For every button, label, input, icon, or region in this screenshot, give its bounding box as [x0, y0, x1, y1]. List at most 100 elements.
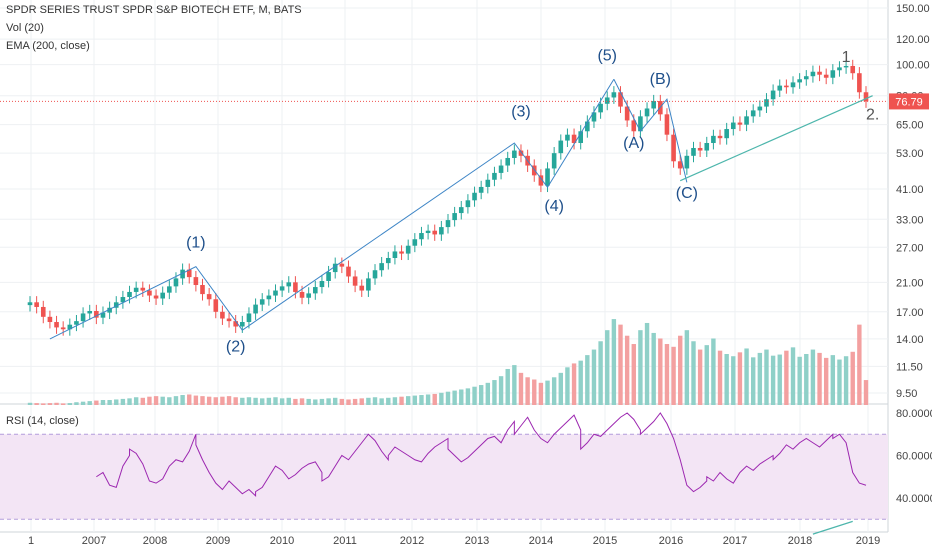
candle-body [352, 276, 358, 286]
candle-body [220, 311, 225, 319]
volume-bar [618, 324, 623, 405]
price-tick-label: 53.00 [896, 148, 924, 160]
volume-bar [777, 354, 782, 405]
wave-label: (3) [511, 103, 531, 120]
volume-bar [114, 399, 119, 405]
candle-body [717, 135, 723, 139]
candle-body [379, 263, 384, 271]
volume-bar [412, 395, 418, 405]
volume-bar [187, 394, 192, 405]
volume-bar [127, 398, 132, 405]
time-tick-label: 2007 [82, 535, 106, 547]
volume-bar [472, 386, 477, 405]
price-tick-label: 17.00 [896, 307, 924, 319]
volume-bars [27, 319, 869, 405]
price-tick-label: 120.00 [896, 34, 930, 46]
volume-bar [505, 368, 510, 405]
volume-bar [532, 379, 537, 405]
volume-bar [863, 380, 869, 405]
volume-bar [54, 402, 59, 405]
volume-bar [153, 396, 159, 405]
volume-bar [67, 403, 73, 405]
volume-bar [180, 395, 185, 405]
candle-body [551, 153, 557, 169]
candle-body [624, 106, 630, 121]
candle-body [372, 270, 378, 279]
candle-body [286, 282, 292, 287]
candle-body [405, 245, 411, 254]
volume-bar [399, 396, 404, 405]
candle-body [863, 92, 869, 102]
candle-body [226, 318, 232, 322]
candle-body [279, 286, 285, 291]
candle-body [644, 108, 650, 117]
wave-labels: (1) (2) (3) (4) (5) (A) (B) (C) 1 2. [186, 47, 879, 355]
candle-body [810, 71, 816, 77]
candle-body [412, 239, 418, 246]
candle-body [253, 304, 258, 314]
volume-bar [684, 330, 690, 405]
volume-bar [611, 319, 617, 405]
candle-body [40, 306, 46, 317]
candle-body [591, 112, 597, 122]
axes: 150.00120.00100.0080.0065.0053.0041.0033… [28, 3, 932, 547]
volume-bar [797, 356, 802, 405]
candle-body [385, 257, 391, 264]
volume-bar [731, 356, 736, 405]
candle-body [160, 292, 165, 299]
candle-body [790, 82, 796, 88]
candle-body [485, 179, 491, 187]
volume-bar [465, 388, 471, 405]
candle-body [498, 165, 504, 173]
volume-bar [691, 341, 696, 405]
candle-body [107, 307, 112, 313]
candle-body [47, 316, 53, 323]
volume-bar [485, 382, 491, 405]
candle-body [27, 302, 33, 306]
candle-body [465, 200, 471, 208]
volume-bar [47, 403, 53, 405]
volume-bar [120, 398, 126, 405]
volume-bar [346, 399, 351, 405]
volume-bar [585, 355, 590, 405]
volume-bar [392, 397, 398, 405]
candle-body [677, 161, 683, 169]
volume-bar [432, 393, 437, 405]
candle-body [750, 110, 756, 117]
volume-bar [452, 390, 457, 405]
candle-body [193, 277, 199, 286]
candle-body [113, 302, 119, 308]
volume-bar [193, 395, 199, 405]
volume-bar [107, 400, 112, 405]
price-tick-label: 150.00 [896, 3, 930, 15]
volume-bar [751, 357, 756, 405]
candle-body [439, 227, 444, 235]
candle-body [857, 73, 862, 93]
candle-body [757, 106, 763, 111]
volume-bar [711, 338, 716, 405]
candle-body [432, 230, 438, 235]
rsi-band [0, 434, 888, 520]
volume-bar [850, 351, 855, 405]
wave-label: (A) [623, 135, 644, 152]
time-tick-label: 2010 [270, 535, 294, 547]
volume-bar [160, 396, 165, 405]
candle-body [744, 116, 749, 125]
volume-bar [658, 338, 663, 405]
volume-bar [306, 398, 311, 405]
candle-body [478, 186, 484, 193]
rsi-legend: RSI (14, close) [6, 415, 79, 427]
volume-bar [133, 397, 139, 405]
candle-body [651, 101, 656, 109]
volume-bar [605, 330, 610, 405]
candle-body [233, 321, 238, 327]
candle-body [100, 312, 106, 318]
volume-bar [313, 399, 318, 405]
volume-bar [200, 396, 205, 405]
candle-body [803, 76, 809, 80]
candle-body [206, 294, 212, 300]
volume-bar [764, 349, 769, 405]
volume-bar [784, 350, 789, 405]
